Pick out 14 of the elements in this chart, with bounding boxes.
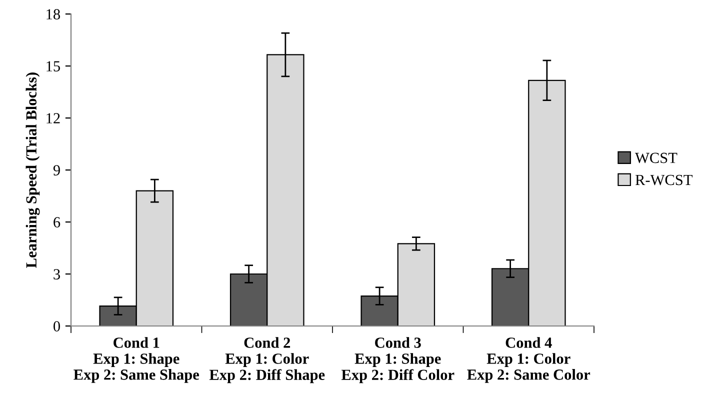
y-tick-label: 12	[46, 113, 60, 124]
y-axis-title: Learning Speed (Trial Blocks)	[26, 72, 40, 268]
legend-label: WCST	[635, 152, 678, 164]
x-tick-label: Cond 1 Exp 1: Shape Exp 2: Same Shape	[74, 337, 200, 383]
x-tick-label: Cond 3 Exp 1: Shape Exp 2: Diff Color	[341, 337, 454, 384]
x-tick-label: Cond 2 Exp 1: Color Exp 2: Diff Shape	[209, 337, 325, 384]
y-tick-label: 6	[54, 217, 60, 228]
x-tick-label: Cond 4 Exp 1: Color Exp 2: Same Color	[467, 337, 590, 383]
legend-label: R-WCST	[635, 174, 692, 186]
y-tick-label: 0	[54, 321, 60, 332]
y-tick-label: 15	[46, 61, 60, 72]
y-tick-label: 3	[54, 269, 60, 280]
y-tick-label: 9	[53, 165, 60, 176]
y-tick-label: 18	[46, 9, 60, 20]
